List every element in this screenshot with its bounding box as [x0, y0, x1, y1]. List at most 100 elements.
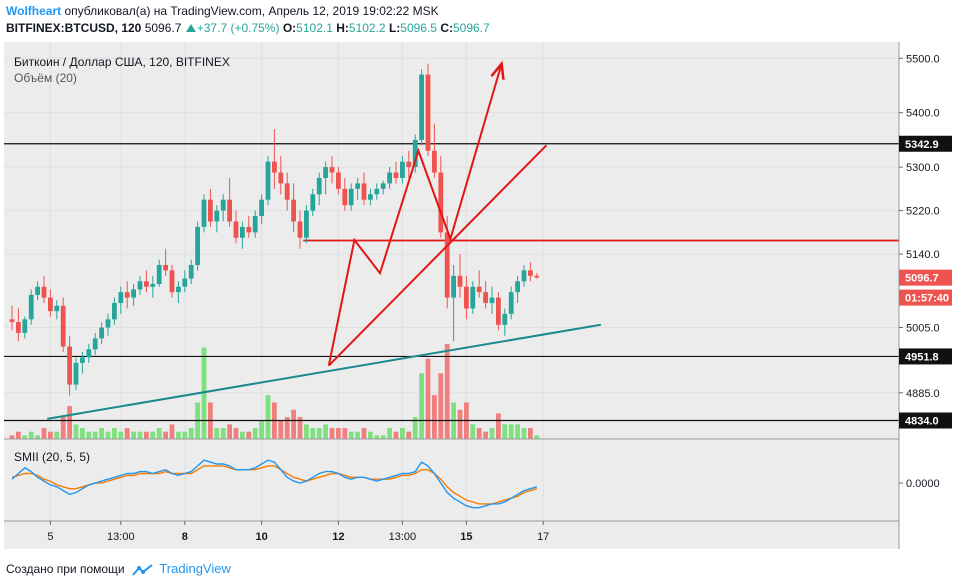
volume-bar — [521, 428, 527, 439]
price-label-level: 4834.0 — [905, 416, 939, 428]
candle — [54, 305, 60, 312]
candle — [41, 286, 47, 298]
candle — [374, 188, 380, 195]
time-axis[interactable]: 5 13:00 8 10 12 13:00 15 17 — [47, 521, 549, 543]
volume-bar — [291, 409, 296, 439]
price-label-level: 5342.9 — [905, 139, 939, 151]
volume-bar — [297, 417, 303, 439]
price-axis-labels: 5342.9 5096.7 01:57:40 4951.8 4834.0 — [899, 135, 952, 429]
volume-bar — [278, 420, 284, 439]
volume-bar — [412, 417, 418, 439]
volume-bar — [508, 424, 514, 439]
time-tick-label: 5 — [47, 531, 53, 543]
price-tick-label: 4885.0 — [906, 388, 940, 400]
candle — [291, 199, 296, 222]
candle — [28, 294, 34, 320]
time-tick-label: 10 — [255, 531, 267, 543]
candle — [534, 275, 540, 278]
price-tick-label: 5005.0 — [906, 323, 940, 335]
candle — [124, 292, 130, 298]
candle — [99, 327, 104, 339]
candle — [67, 346, 72, 385]
candle — [297, 221, 303, 238]
volume-bar — [35, 435, 40, 439]
projection-drawing[interactable] — [327, 60, 548, 367]
volume-bar — [169, 424, 175, 439]
volume-legend: Объём (20) — [14, 71, 77, 85]
volume-bar — [201, 347, 207, 439]
volume-bar — [400, 428, 405, 439]
candle — [265, 161, 271, 200]
volume-bar — [188, 428, 194, 439]
candle — [425, 74, 431, 151]
candle — [451, 275, 456, 298]
volume-bar — [534, 435, 540, 439]
arrowhead — [490, 60, 505, 80]
trendline[interactable] — [47, 323, 601, 420]
volume-bar — [380, 435, 386, 439]
candle — [195, 226, 200, 265]
candle — [412, 139, 418, 168]
candle — [92, 338, 98, 350]
volume-bar — [329, 428, 335, 439]
candle — [73, 362, 79, 385]
created-with-text: Создано при помощи — [6, 562, 125, 576]
price-tick-label: 5500.0 — [906, 53, 940, 65]
candle — [112, 303, 117, 320]
price-label-level: 4951.8 — [905, 351, 939, 363]
high-value: 5102.2 — [348, 21, 386, 35]
time-tick-label: 13:00 — [107, 531, 135, 543]
candle — [214, 210, 220, 222]
candle — [156, 264, 162, 285]
price-label-box — [899, 289, 952, 306]
volume-bar — [368, 431, 373, 439]
candle — [60, 305, 66, 347]
candle — [169, 270, 175, 293]
volume-bar — [131, 431, 136, 439]
candle — [252, 216, 258, 233]
candle — [464, 286, 469, 309]
volume-bar — [457, 409, 463, 439]
close-value: 5096.7 — [452, 21, 490, 35]
smii-indicator: 0.0000 — [11, 459, 940, 509]
candle — [188, 264, 194, 279]
author-name[interactable]: Wolfheart — [6, 4, 62, 18]
price-tick-label: 5400.0 — [906, 108, 940, 120]
footer: Создано при помощи TradingView — [6, 561, 231, 577]
candle — [220, 199, 226, 211]
time-tick-label: 15 — [460, 531, 472, 543]
volume-bar — [304, 424, 309, 439]
trendline-path — [47, 323, 601, 420]
volume-bar — [316, 428, 322, 439]
candle — [368, 194, 373, 200]
tradingview-brand[interactable]: TradingView — [159, 561, 231, 576]
candle — [348, 188, 354, 206]
volume-bar — [16, 431, 21, 439]
volume-bar — [246, 431, 252, 439]
volume-bar — [425, 358, 431, 439]
price-tick-label: 5300.0 — [906, 162, 940, 174]
volume-bar — [105, 431, 111, 439]
candle — [208, 199, 213, 222]
volume-bar — [176, 431, 181, 439]
symbol-info: BITFINEX:BTCUSD, 120 5096.7 +37.7 (+0.75… — [6, 21, 490, 35]
price-axis[interactable]: 5500.0 5400.0 5300.0 5220.0 5140.0 5005.0 4885… — [899, 53, 940, 400]
candle — [342, 188, 348, 206]
volume-bar — [502, 424, 508, 439]
volume-bar — [470, 424, 476, 439]
horizontal-levels[interactable] — [4, 143, 899, 422]
tradingview-logo-icon — [132, 564, 153, 576]
candle — [144, 281, 149, 287]
projection-path — [328, 144, 548, 367]
candle — [444, 232, 450, 298]
candle — [406, 161, 412, 168]
volume-bar — [233, 428, 239, 439]
candle — [483, 292, 488, 304]
candle — [35, 286, 40, 295]
candle — [316, 177, 322, 195]
volume-bar — [137, 431, 143, 439]
candle — [272, 161, 277, 173]
candle — [16, 322, 21, 333]
volume-bar — [73, 424, 79, 439]
